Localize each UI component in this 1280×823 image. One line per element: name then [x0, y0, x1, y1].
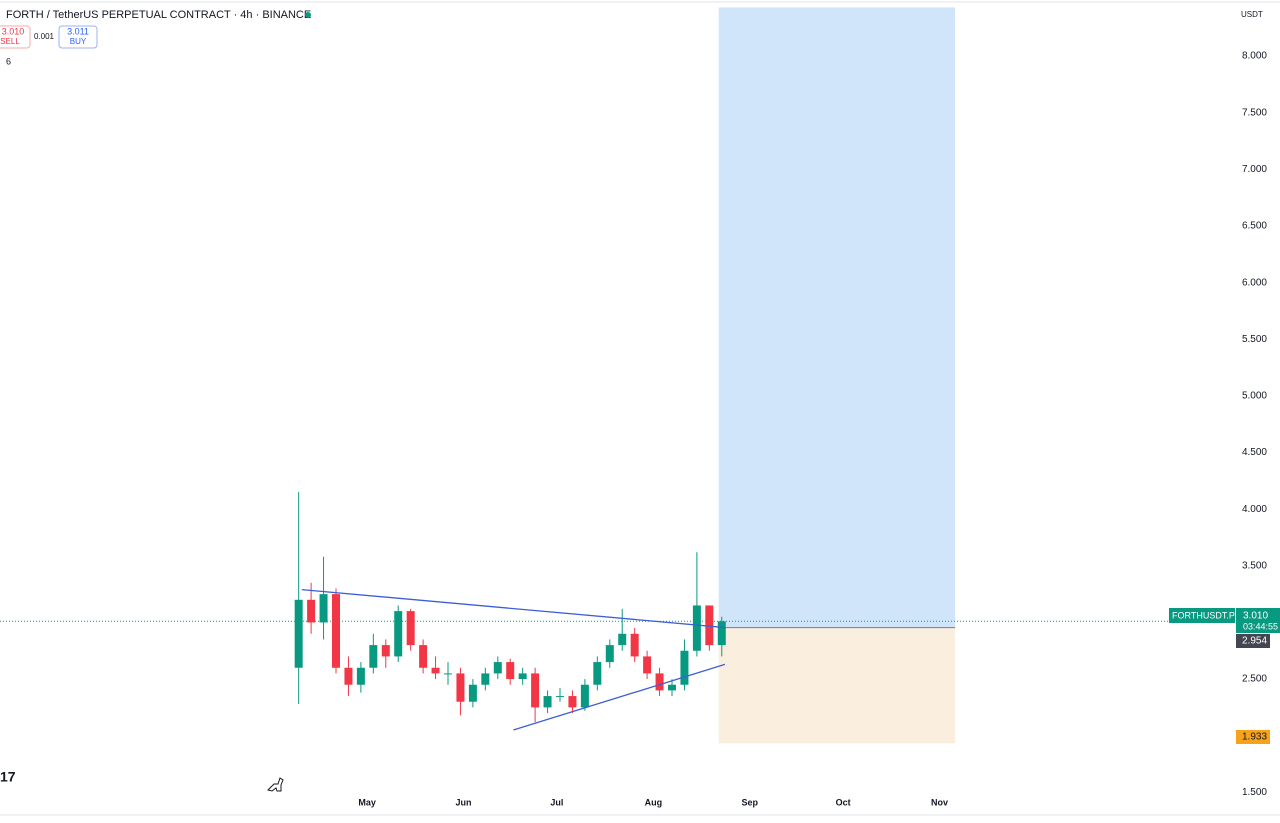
candle-body — [444, 673, 452, 675]
candle-body — [431, 667, 440, 674]
x-tick-label: May — [358, 797, 376, 807]
entry-price-label: 2.954 — [1242, 636, 1267, 647]
countdown: 03:44:55 — [1243, 621, 1278, 631]
y-tick-label: 6.500 — [1242, 221, 1267, 232]
candle-body — [344, 667, 353, 685]
x-tick-label: Aug — [645, 797, 663, 807]
y-tick-label: 6.000 — [1242, 277, 1267, 288]
candle-body — [556, 696, 564, 698]
last-price-label: 3.010 — [1243, 611, 1268, 622]
y-tick-label: 4.500 — [1242, 447, 1267, 458]
buy-label: BUY — [70, 37, 87, 46]
trendline — [301, 588, 725, 629]
stop-zone — [718, 627, 956, 744]
candle-body — [643, 656, 652, 674]
sell-button[interactable] — [0, 25, 31, 49]
candle-body — [655, 673, 664, 691]
candle-body — [568, 696, 577, 708]
sell-price: 3.010 — [2, 26, 25, 36]
plot-area: 1.5002.0002.5003.5004.0004.5005.0005.500… — [0, 7, 1267, 807]
candle-body — [668, 684, 676, 691]
candle-body — [493, 662, 502, 674]
symbol-label-box — [1169, 608, 1235, 623]
x-tick-label: Sep — [742, 797, 759, 807]
symbol-label: FORTHUSDT.P — [1172, 610, 1235, 620]
candle-body — [468, 684, 477, 702]
last-price-box — [1236, 608, 1280, 633]
symbol-title: FORTH / TetherUS PERPETUAL CONTRACT · 4h… — [6, 9, 311, 21]
entry-price-box — [1236, 634, 1270, 648]
overlay: FORTH / TetherUS PERPETUAL CONTRACT · 4h… — [0, 9, 1280, 792]
x-tick-label: Oct — [836, 797, 851, 807]
candle-body — [481, 673, 490, 685]
candle-body — [593, 662, 602, 685]
y-tick-label: 4.000 — [1242, 504, 1267, 515]
candle-body — [680, 650, 689, 685]
candle-body — [531, 673, 540, 708]
y-tick-label: 1.500 — [1242, 787, 1267, 798]
y-tick-label: 5.000 — [1242, 391, 1267, 402]
trendline — [513, 663, 726, 731]
replay-icon[interactable] — [267, 777, 284, 792]
candle-body — [605, 645, 614, 663]
candle-body — [369, 645, 378, 668]
y-tick-label: 3.500 — [1242, 560, 1267, 571]
stop-price-label: 1.933 — [1242, 732, 1267, 743]
y-tick-label: 2.500 — [1242, 674, 1267, 685]
candle-body — [419, 645, 428, 668]
candle-body — [506, 662, 515, 680]
candle-body — [456, 673, 465, 702]
candle-body — [307, 599, 316, 623]
candle-body — [381, 645, 390, 657]
indicator-count[interactable]: 6 — [6, 56, 11, 66]
candle-body — [580, 684, 589, 708]
logo: 17 — [0, 769, 16, 785]
y-tick-label: 7.000 — [1242, 164, 1267, 175]
status-dot — [305, 12, 311, 18]
y-tick-label: 8.000 — [1242, 51, 1267, 62]
candle-body — [705, 605, 714, 646]
x-tick-label: Jul — [550, 797, 563, 807]
candle-body — [518, 673, 527, 680]
x-tick-label: Nov — [931, 797, 948, 807]
buy-price: 3.011 — [67, 26, 89, 36]
sell-label: SELL — [0, 37, 20, 46]
target-zone — [718, 7, 956, 628]
candle-body — [356, 667, 365, 685]
currency[interactable]: USDT — [1241, 10, 1263, 19]
candle-body — [394, 611, 403, 657]
candle-body — [630, 633, 639, 657]
stop-price-box — [1236, 730, 1270, 744]
x-tick-label: Jun — [456, 797, 472, 807]
candle-body — [543, 696, 552, 708]
y-tick-label: 5.500 — [1242, 334, 1267, 345]
candle-body — [319, 594, 328, 623]
candle-body — [406, 611, 415, 646]
y-tick-label: 7.500 — [1242, 107, 1267, 118]
spread: 0.001 — [34, 32, 55, 41]
buy-button[interactable] — [58, 25, 98, 49]
candle-body — [692, 605, 701, 651]
candle-body — [294, 599, 303, 668]
candle-body — [618, 633, 627, 646]
candle-body — [717, 621, 726, 646]
candle-body — [332, 594, 340, 668]
